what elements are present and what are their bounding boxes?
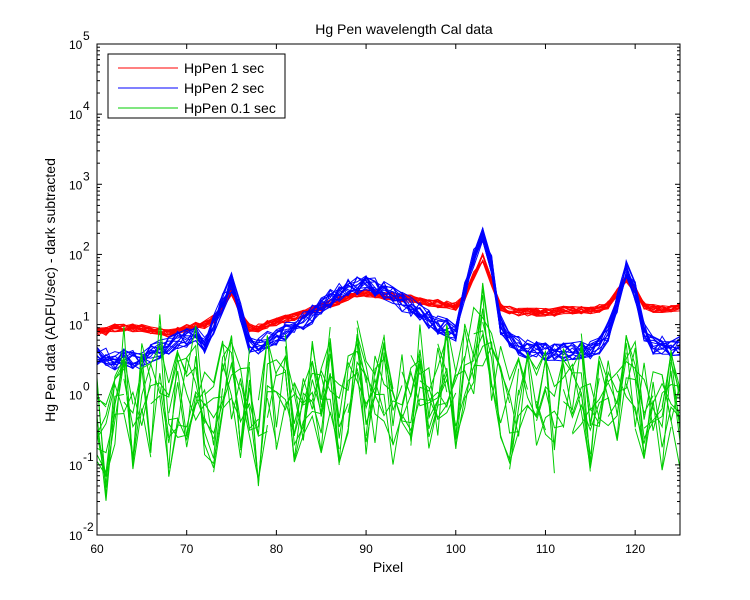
legend-box	[107, 53, 286, 119]
chart-title: Hg Pen wavelength Cal data	[315, 21, 493, 37]
series-0-line	[96, 253, 681, 338]
y-tick-label-exponent: 0	[83, 380, 90, 394]
series-1-line	[96, 228, 681, 370]
y-tick-label-base: 10	[69, 108, 83, 122]
y-tick-label-base: 10	[69, 178, 83, 192]
y-axis-title: Hg Pen data (ADFU/sec) - dark subtracted	[42, 158, 58, 422]
y-tick-label-base: 10	[69, 459, 83, 473]
x-tick-label: 80	[270, 542, 284, 556]
series-2-line	[96, 320, 681, 472]
y-tick-label-exponent: 4	[83, 99, 90, 113]
x-axis-ticks: 60 70 80 90 100 110 120	[90, 44, 645, 556]
plot-frame	[96, 43, 681, 536]
y-tick-label-exponent: 1	[83, 310, 90, 324]
legend-label: HpPen 1 sec	[184, 60, 264, 76]
series-0-line	[96, 251, 681, 338]
y-tick-label-exponent: -1	[83, 450, 94, 464]
x-tick-label: 70	[180, 542, 194, 556]
y-tick-label-base: 10	[69, 389, 83, 403]
series-2-line	[96, 324, 681, 488]
legend: HpPen 1 sec HpPen 2 sec HpPen 0.1 sec	[107, 53, 286, 119]
x-tick-label: 100	[446, 542, 466, 556]
series-2-line	[96, 295, 681, 477]
y-tick-label-base: 10	[69, 529, 83, 543]
x-tick-label: 90	[359, 542, 373, 556]
x-tick-label: 110	[536, 542, 555, 556]
x-tick-label: 60	[90, 542, 104, 556]
legend-label: HpPen 2 sec	[184, 80, 264, 96]
y-tick-label-base: 10	[69, 248, 83, 262]
y-tick-label-exponent: 5	[83, 29, 90, 43]
x-tick-label: 120	[625, 542, 645, 556]
series-2-line	[96, 326, 681, 478]
y-tick-label-exponent: 3	[83, 169, 90, 183]
y-tick-label-base: 10	[69, 319, 83, 333]
legend-label: HpPen 0.1 sec	[184, 100, 276, 116]
series-2-line	[96, 282, 672, 483]
x-axis-title: Pixel	[373, 559, 403, 575]
y-tick-label-exponent: 2	[83, 239, 90, 253]
y-tick-label-base: 10	[69, 38, 83, 52]
y-tick-label-exponent: -2	[83, 520, 94, 534]
series-2-line	[96, 288, 681, 468]
series-1-line	[96, 233, 681, 371]
series-layer	[96, 226, 681, 501]
